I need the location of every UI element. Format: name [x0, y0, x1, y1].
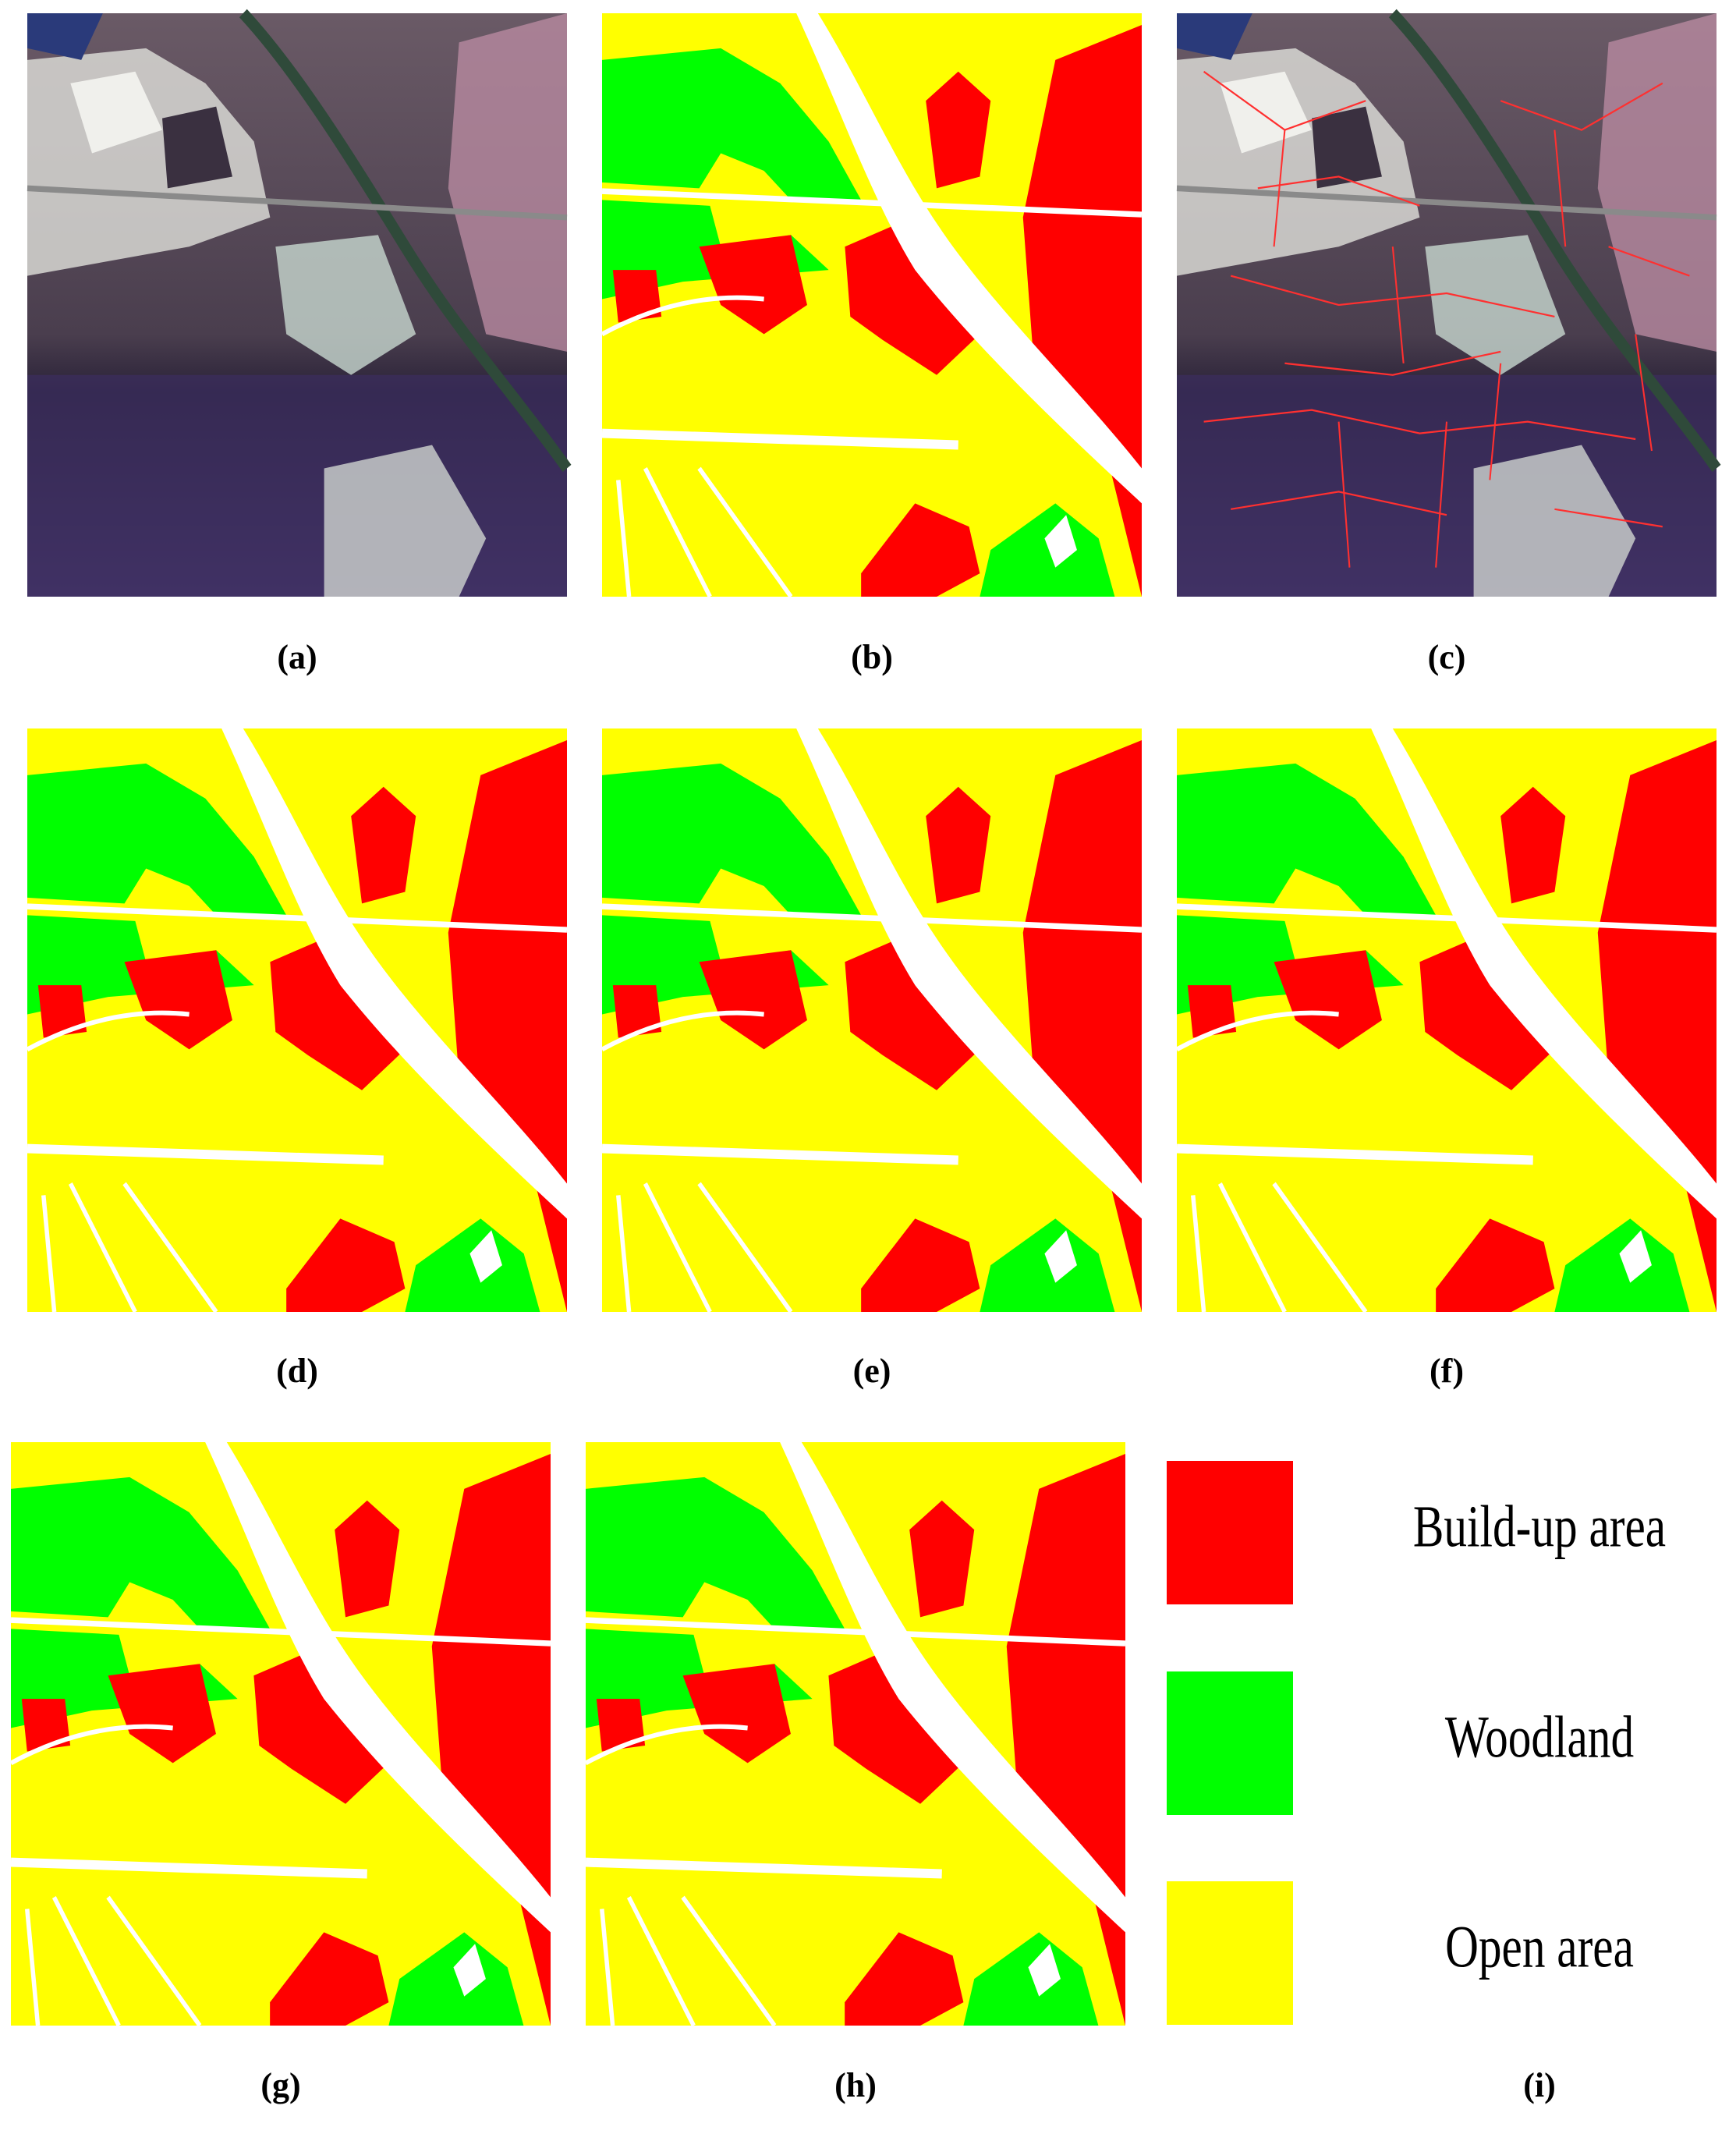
panel-label: (g): [260, 2066, 300, 2104]
legend-swatch: [1167, 1671, 1293, 1815]
classification-map: [27, 728, 567, 1312]
panel-label: (e): [853, 1352, 891, 1390]
image-panel: [586, 1442, 1125, 2026]
image-panel: [27, 13, 567, 597]
image-panel: [1177, 728, 1717, 1312]
panel-label: (a): [277, 638, 317, 676]
classification-map: [602, 13, 1142, 597]
legend-label: Open area: [1445, 1913, 1634, 1980]
legend-label: Build-up area: [1413, 1493, 1666, 1559]
panel-label: (b): [851, 638, 893, 676]
legend-label: Woodland: [1445, 1703, 1634, 1770]
image-panel: [11, 1442, 551, 2026]
panel-label: (c): [1428, 638, 1466, 676]
image-panel: [1177, 13, 1717, 597]
legend-swatch: [1167, 1881, 1293, 2025]
panels: (a) (b) (c) (d) (e) (f) (g) (h) (i): [11, 13, 1717, 2104]
panel-label: (f): [1430, 1352, 1464, 1390]
satellite-image: [1177, 13, 1717, 597]
classification-map: [602, 728, 1142, 1312]
satellite-image: [27, 13, 567, 597]
panel-label: (i): [1523, 2066, 1556, 2104]
image-panel: [27, 728, 567, 1312]
legend: Build-up area Woodland Open area: [1167, 1461, 1666, 2025]
image-panel: [602, 728, 1142, 1312]
classification-map: [1177, 728, 1717, 1312]
classification-map: [586, 1442, 1125, 2026]
legend-swatch: [1167, 1461, 1293, 1604]
image-panel: [602, 13, 1142, 597]
panel-label: (d): [276, 1352, 318, 1390]
classification-map: [11, 1442, 551, 2026]
panel-label: (h): [834, 2066, 877, 2104]
